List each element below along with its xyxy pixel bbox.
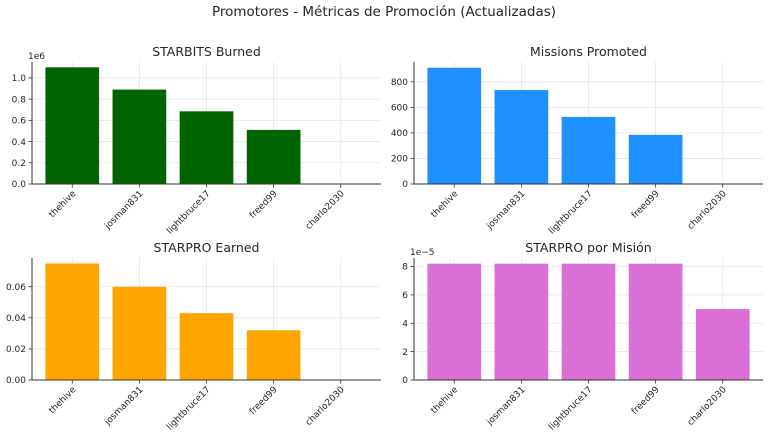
y-tick-label: 0.00 bbox=[6, 376, 26, 386]
y-tick-label: 800 bbox=[391, 78, 408, 88]
bar bbox=[494, 263, 549, 380]
bar bbox=[246, 330, 301, 380]
bar bbox=[561, 263, 616, 380]
x-tick-label: lightbruce17 bbox=[547, 189, 594, 236]
x-tick-label: josman831 bbox=[102, 189, 145, 232]
x-tick-label: josman831 bbox=[102, 385, 145, 428]
x-tick-label: freed99 bbox=[248, 189, 280, 221]
x-tick-label: freed99 bbox=[248, 385, 280, 417]
chart-panel: 0 200 400 600 800 thehive josman831 lightbruce1… bbox=[391, 44, 763, 236]
x-tick-label: josman831 bbox=[484, 385, 527, 428]
x-tick-label: charlo2030 bbox=[304, 189, 347, 232]
x-tick-label: thehive bbox=[429, 189, 460, 220]
bar bbox=[179, 313, 234, 380]
bar bbox=[561, 116, 616, 184]
y-tick-label: 0.06 bbox=[6, 283, 26, 293]
chart-panel: 0 2 4 6 8 thehive josman831 lightbruce17 freed99… bbox=[402, 240, 763, 432]
bar bbox=[695, 309, 750, 380]
y-tick-label: 2 bbox=[402, 348, 408, 358]
y-tick-label: 0.4 bbox=[12, 138, 27, 148]
x-tick-label: freed99 bbox=[630, 385, 662, 417]
y-tick-label: 0.04 bbox=[6, 314, 26, 324]
x-tick-label: lightbruce17 bbox=[165, 189, 212, 236]
x-tick-label: thehive bbox=[47, 189, 78, 220]
bar bbox=[628, 263, 683, 380]
bar bbox=[45, 263, 100, 380]
y-tick-label: 0.02 bbox=[6, 345, 26, 355]
bar bbox=[427, 67, 482, 184]
y-tick-label: 0.2 bbox=[12, 159, 26, 169]
chart-title: STARBITS Burned bbox=[152, 44, 261, 59]
bar bbox=[112, 286, 167, 380]
x-tick-label: freed99 bbox=[630, 189, 662, 221]
y-tick-label: 0 bbox=[402, 180, 408, 190]
axis-offset-label: 1e−5 bbox=[410, 248, 435, 258]
y-tick-label: 0.6 bbox=[12, 117, 27, 127]
chart-title: Missions Promoted bbox=[530, 44, 647, 59]
y-tick-label: 400 bbox=[391, 129, 408, 139]
x-tick-label: charlo2030 bbox=[686, 189, 729, 232]
bar bbox=[628, 134, 683, 184]
x-tick-label: lightbruce17 bbox=[165, 385, 212, 432]
y-tick-label: 600 bbox=[391, 104, 408, 114]
y-tick-label: 1.0 bbox=[12, 74, 27, 84]
bar bbox=[494, 90, 549, 184]
x-tick-label: lightbruce17 bbox=[547, 385, 594, 432]
y-tick-label: 200 bbox=[391, 155, 408, 165]
chart-panel: 0.00 0.02 0.04 0.06 thehive josman831 lightbru… bbox=[6, 240, 381, 432]
y-tick-label: 0 bbox=[402, 376, 408, 386]
x-tick-label: charlo2030 bbox=[686, 385, 729, 428]
y-tick-label: 6 bbox=[402, 291, 408, 301]
bar bbox=[246, 129, 301, 184]
x-tick-label: thehive bbox=[47, 385, 78, 416]
y-tick-label: 8 bbox=[402, 263, 408, 273]
x-tick-label: josman831 bbox=[484, 189, 527, 232]
axis-offset-label: 1e6 bbox=[28, 52, 45, 62]
chart-title: STARPRO por Misión bbox=[525, 240, 651, 255]
y-tick-label: 4 bbox=[402, 319, 408, 329]
bar bbox=[112, 89, 167, 184]
bar bbox=[179, 111, 234, 184]
chart-title: STARPRO Earned bbox=[154, 240, 260, 255]
bar bbox=[427, 263, 482, 380]
bar bbox=[45, 67, 100, 184]
chart-panel: 0.0 0.2 0.4 0.6 0.8 1.0 thehive josman831 lightb… bbox=[12, 44, 381, 236]
y-tick-label: 0.0 bbox=[12, 180, 27, 190]
x-tick-label: thehive bbox=[429, 385, 460, 416]
figure-title: Promotores - Métricas de Promoción (Actu… bbox=[212, 4, 556, 20]
y-tick-label: 0.8 bbox=[12, 95, 27, 105]
x-tick-label: charlo2030 bbox=[304, 385, 347, 428]
